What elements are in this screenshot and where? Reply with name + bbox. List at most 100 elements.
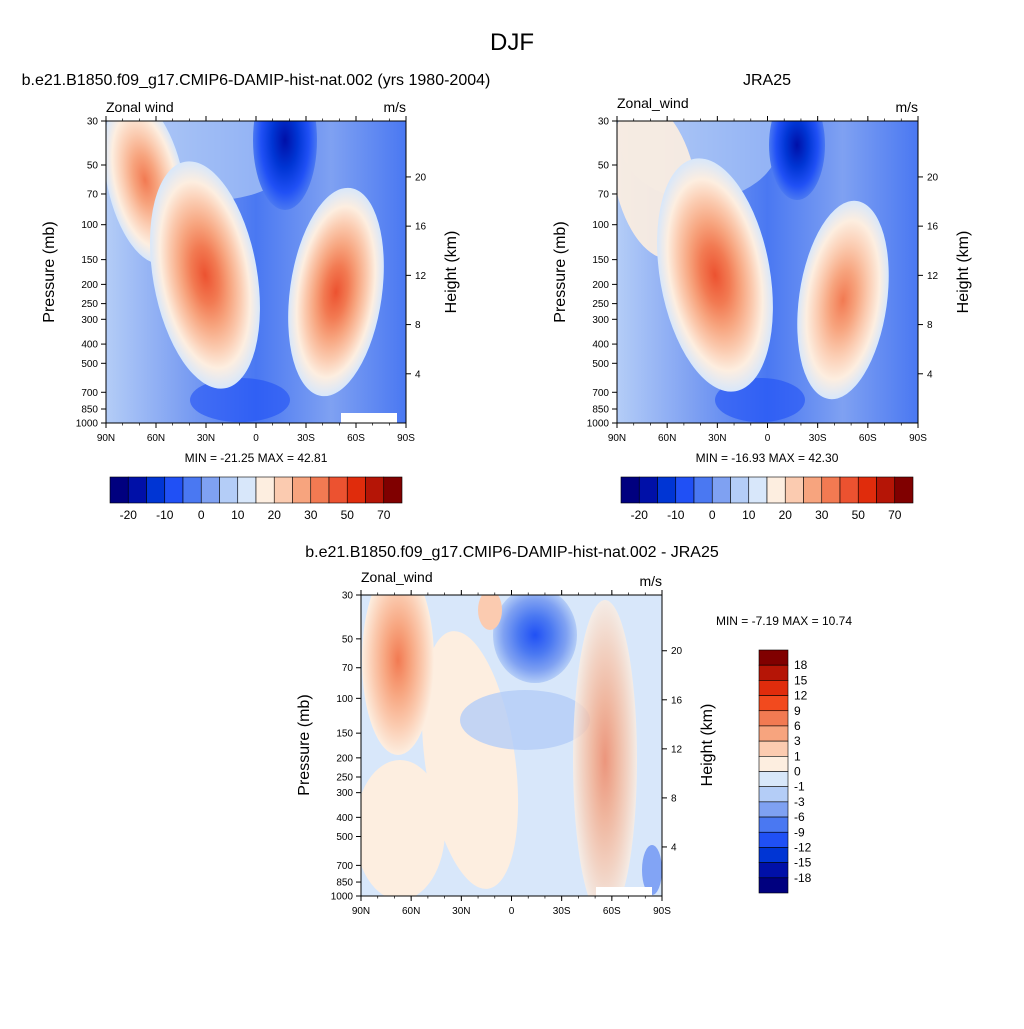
x-tick-label: 30S [809, 433, 827, 444]
x-tick-label: 60S [347, 433, 365, 444]
colorbar-swatch [620, 476, 640, 504]
pressure-tick-label: 200 [81, 280, 98, 291]
pressure-tick-label: 200 [336, 753, 353, 764]
pressure-tick-label: 700 [592, 388, 609, 399]
x-tick-label: 90S [909, 433, 927, 444]
panel-model: b.e21.B1850.f09_g17.CMIP6-DAMIP-hist-nat… [22, 72, 491, 522]
colorbar-swatch [365, 476, 385, 504]
pressure-tick-label: 70 [87, 189, 99, 200]
height-tick-label: 12 [415, 271, 427, 282]
colorbar-swatch [127, 476, 147, 504]
pressure-tick-label: 400 [81, 340, 98, 351]
pressure-tick-label: 150 [81, 255, 98, 266]
x-tick-label: 30N [708, 433, 726, 444]
nh-subtropical-jet [657, 158, 773, 392]
colorbar-swatch [758, 877, 789, 894]
pressure-tick-label: 70 [598, 189, 610, 200]
colorbar-swatch [821, 476, 841, 504]
page-title: DJF [490, 29, 534, 56]
height-tick-label: 12 [927, 271, 939, 282]
colorbar-swatch [638, 476, 658, 504]
x-tick-label: 30N [197, 433, 215, 444]
y-axis-right-label: Height (km) [699, 704, 716, 787]
colorbar-swatch [693, 476, 713, 504]
colorbar-swatch [346, 476, 366, 504]
colorbar-label: 0 [794, 765, 801, 779]
panel-title: JRA25 [743, 72, 791, 89]
colorbar-swatch [766, 476, 786, 504]
pressure-tick-label: 700 [81, 388, 98, 399]
units-label: m/s [383, 99, 406, 115]
colorbar-label: 1 [794, 749, 801, 763]
colorbar-swatch [164, 476, 184, 504]
x-tick-label: 60N [402, 906, 420, 917]
x-tick-label: 30S [297, 433, 315, 444]
colorbar-label: 12 [794, 689, 808, 703]
x-tick-label: 30N [452, 906, 470, 917]
pressure-tick-label: 500 [592, 359, 609, 370]
colorbar-swatch [758, 740, 789, 757]
pressure-tick-label: 850 [81, 405, 98, 416]
colorbar-label: 3 [794, 734, 801, 748]
pressure-tick-label: 250 [592, 299, 609, 310]
height-tick-label: 16 [415, 222, 427, 233]
colorbar-label: -20 [120, 508, 138, 522]
pressure-tick-label: 30 [598, 117, 610, 128]
y-axis-label: Pressure (mb) [296, 694, 313, 795]
colorbar-label: -9 [794, 825, 805, 839]
pressure-tick-label: 300 [592, 315, 609, 326]
pressure-tick-label: 100 [592, 220, 609, 231]
y-axis-right-label: Height (km) [955, 231, 972, 314]
easterly-core [253, 121, 317, 210]
pressure-tick-label: 150 [336, 729, 353, 740]
colorbar-swatch [758, 680, 789, 696]
colorbar-label: 20 [779, 508, 793, 522]
easterly-core [769, 121, 825, 200]
colorbar-label: -20 [631, 508, 649, 522]
pressure-tick-label: 250 [336, 773, 353, 784]
colorbar-swatch [730, 476, 750, 504]
stats-text: MIN = -7.19 MAX = 10.74 [716, 614, 852, 628]
panel-reanalysis: JRA25 Zonal_wind m/s 90N 60N 30N 0 30S 60S 90S… [552, 72, 972, 522]
colorbar-swatch [310, 476, 330, 504]
negative-bias [493, 595, 577, 683]
pressure-tick-label: 50 [598, 160, 610, 171]
x-tick-label: 0 [765, 433, 771, 444]
colorbar-label: -10 [667, 508, 685, 522]
pressure-tick-label: 50 [87, 160, 99, 171]
colorbar-swatch [876, 476, 896, 504]
colorbar-swatch [758, 847, 789, 863]
colorbar-swatch [758, 649, 789, 666]
x-tick-label: 90N [608, 433, 626, 444]
variable-label: Zonal wind [106, 99, 174, 115]
pressure-tick-label: 300 [336, 788, 353, 799]
stats-text: MIN = -21.25 MAX = 42.81 [185, 451, 328, 465]
height-tick-label: 16 [927, 222, 939, 233]
colorbar-swatch [784, 476, 804, 504]
x-tick-label: 90S [397, 433, 415, 444]
pressure-tick-label: 850 [336, 878, 353, 889]
pressure-tick-label: 30 [342, 591, 354, 602]
x-tick-label: 90N [352, 906, 370, 917]
stats-text: MIN = -16.93 MAX = 42.30 [696, 451, 839, 465]
pressure-tick-label: 850 [592, 405, 609, 416]
colorbar-label: 70 [377, 508, 391, 522]
colorbar-swatch [758, 862, 789, 879]
height-tick-label: 12 [671, 744, 683, 755]
panel-title: b.e21.B1850.f09_g17.CMIP6-DAMIP-hist-nat… [305, 544, 719, 561]
pressure-tick-label: 30 [87, 117, 99, 128]
colorbar-swatch [758, 725, 789, 742]
x-tick-label: 60S [859, 433, 877, 444]
pressure-tick-label: 50 [342, 634, 354, 645]
contour-field [106, 121, 406, 423]
height-tick-label: 4 [415, 369, 421, 380]
colorbar-label: 50 [341, 508, 355, 522]
colorbar-swatch [328, 476, 348, 504]
pressure-tick-label: 150 [592, 255, 609, 266]
pressure-tick-label: 400 [336, 813, 353, 824]
colorbar-label: 70 [888, 508, 902, 522]
height-tick-label: 16 [671, 695, 683, 706]
pressure-tick-label: 1000 [76, 419, 99, 430]
panel-title: b.e21.B1850.f09_g17.CMIP6-DAMIP-hist-nat… [22, 72, 491, 89]
colorbar-swatch [255, 476, 275, 504]
